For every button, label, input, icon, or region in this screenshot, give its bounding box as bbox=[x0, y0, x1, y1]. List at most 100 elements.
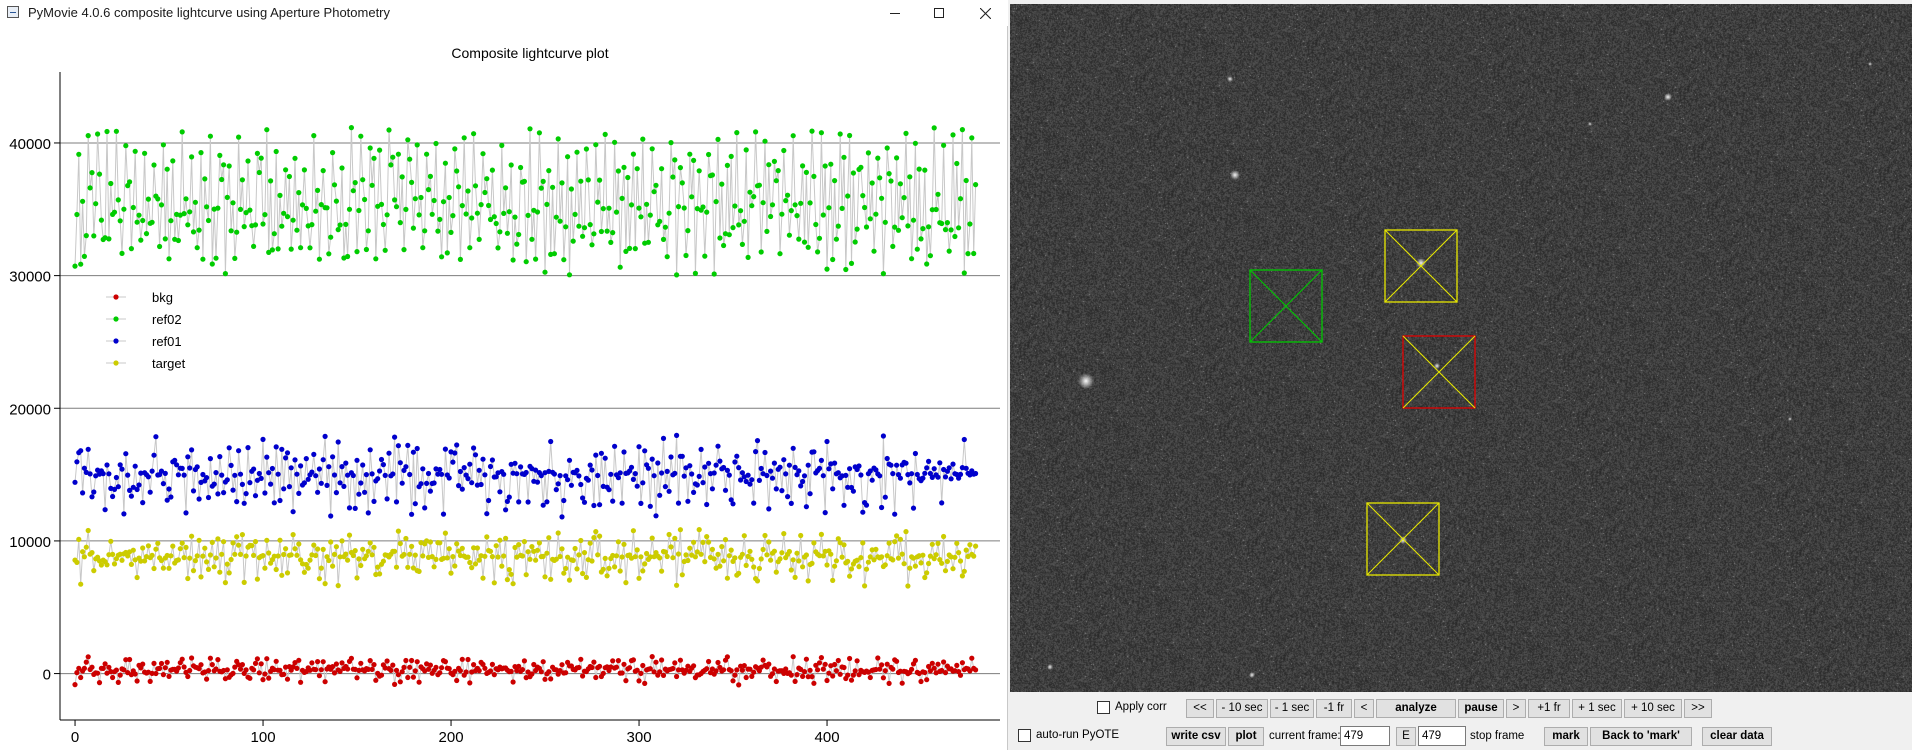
point-ref01 bbox=[207, 456, 213, 462]
point-ref01 bbox=[580, 495, 586, 501]
point-target bbox=[294, 552, 300, 558]
point-ref01 bbox=[894, 462, 900, 468]
back-to-mark-button[interactable]: Back to 'mark' bbox=[1590, 727, 1692, 746]
point-bkg bbox=[213, 666, 219, 672]
back-1-sec-button[interactable]: - 1 sec bbox=[1270, 699, 1314, 718]
point-ref01 bbox=[771, 460, 778, 466]
first-frame-button[interactable]: << bbox=[1186, 699, 1214, 718]
forward-1-sec-button[interactable]: + 1 sec bbox=[1572, 699, 1622, 718]
last-frame-button[interactable]: >> bbox=[1684, 699, 1712, 718]
point-bkg bbox=[890, 666, 896, 672]
point-bkg bbox=[239, 662, 245, 668]
point-ref01 bbox=[288, 465, 294, 471]
point-ref02 bbox=[704, 209, 710, 215]
point-target bbox=[927, 553, 934, 559]
point-ref02 bbox=[967, 221, 973, 227]
point-target bbox=[506, 567, 512, 573]
point-bkg bbox=[459, 656, 465, 662]
point-bkg bbox=[580, 673, 586, 679]
pause-button[interactable]: pause bbox=[1458, 699, 1504, 718]
auto-run-pyote-checkbox[interactable] bbox=[1018, 729, 1031, 742]
current-frame-input[interactable]: 479 bbox=[1340, 726, 1390, 746]
point-ref01 bbox=[696, 473, 702, 479]
write-csv-button[interactable]: write csv bbox=[1166, 727, 1226, 746]
point-ref01 bbox=[241, 500, 247, 506]
aperture-yellow-1[interactable] bbox=[1384, 229, 1458, 303]
close-button[interactable] bbox=[962, 0, 1008, 26]
point-target bbox=[743, 562, 749, 569]
point-bkg bbox=[630, 657, 637, 663]
point-target bbox=[284, 570, 291, 576]
point-target bbox=[215, 536, 221, 542]
composite-lightcurve-plot: Composite lightcurve plot 01000020000300… bbox=[9, 45, 1000, 746]
point-ref01 bbox=[72, 479, 78, 485]
point-target bbox=[110, 551, 116, 558]
minimize-button[interactable] bbox=[872, 0, 918, 26]
point-ref01 bbox=[892, 511, 898, 517]
image-viewer[interactable] bbox=[1010, 4, 1912, 692]
point-target bbox=[234, 534, 240, 540]
point-ref01 bbox=[258, 475, 264, 481]
aperture-green[interactable] bbox=[1249, 269, 1323, 343]
point-ref01 bbox=[506, 494, 512, 500]
point-ref02 bbox=[745, 254, 751, 260]
maximize-button[interactable] bbox=[916, 0, 962, 26]
point-bkg bbox=[818, 655, 825, 661]
point-ref01 bbox=[666, 488, 672, 494]
point-target bbox=[198, 574, 204, 580]
point-bkg bbox=[207, 655, 213, 661]
point-ref01 bbox=[649, 456, 655, 462]
point-bkg bbox=[826, 670, 832, 676]
step-forward-button[interactable]: > bbox=[1506, 699, 1526, 718]
point-ref01 bbox=[668, 454, 674, 460]
series-line-ref02 bbox=[74, 127, 977, 275]
stop-frame-input[interactable]: 479 bbox=[1418, 726, 1466, 746]
point-ref01 bbox=[264, 454, 270, 460]
point-target bbox=[939, 560, 945, 566]
back-1-frame-button[interactable]: -1 fr bbox=[1316, 699, 1352, 718]
point-ref02 bbox=[700, 204, 706, 210]
point-bkg bbox=[713, 668, 719, 674]
point-ref02 bbox=[346, 206, 353, 212]
point-ref02 bbox=[273, 148, 279, 155]
aperture-yellow-2[interactable] bbox=[1366, 502, 1440, 576]
point-ref01 bbox=[973, 470, 979, 477]
point-target bbox=[196, 537, 202, 543]
point-ref02 bbox=[533, 256, 539, 262]
point-ref02 bbox=[245, 158, 251, 164]
forward-10-sec-button[interactable]: + 10 sec bbox=[1624, 699, 1682, 718]
point-bkg bbox=[489, 661, 495, 668]
point-bkg bbox=[773, 678, 779, 685]
point-bkg bbox=[309, 660, 315, 666]
point-target bbox=[698, 551, 704, 557]
clear-data-button[interactable]: clear data bbox=[1702, 727, 1772, 746]
e-button[interactable]: E bbox=[1396, 727, 1416, 746]
point-ref01 bbox=[847, 466, 853, 472]
apply-corr-checkbox[interactable] bbox=[1097, 701, 1110, 714]
point-ref02 bbox=[758, 249, 764, 255]
forward-1-frame-button[interactable]: +1 fr bbox=[1528, 699, 1570, 718]
step-back-button[interactable]: < bbox=[1354, 699, 1374, 718]
plot-button[interactable]: plot bbox=[1228, 727, 1264, 746]
point-ref02 bbox=[741, 218, 747, 224]
point-ref01 bbox=[160, 481, 166, 487]
point-ref01 bbox=[360, 462, 366, 468]
aperture-red[interactable] bbox=[1402, 335, 1476, 409]
point-ref02 bbox=[151, 162, 157, 168]
point-ref02 bbox=[649, 146, 655, 152]
point-ref01 bbox=[700, 480, 706, 486]
point-target bbox=[125, 553, 131, 559]
analyze-button[interactable]: analyze bbox=[1376, 699, 1456, 718]
point-bkg bbox=[117, 672, 123, 678]
point-ref02 bbox=[706, 151, 712, 158]
point-ref02 bbox=[890, 243, 896, 249]
point-ref02 bbox=[941, 142, 947, 148]
point-bkg bbox=[132, 671, 138, 677]
point-bkg bbox=[884, 661, 890, 667]
back-10-sec-button[interactable]: - 10 sec bbox=[1216, 699, 1268, 718]
point-ref01 bbox=[382, 472, 388, 478]
point-bkg bbox=[446, 666, 452, 672]
mark-button[interactable]: mark bbox=[1544, 727, 1588, 746]
point-target bbox=[664, 553, 670, 560]
point-target bbox=[375, 564, 381, 570]
